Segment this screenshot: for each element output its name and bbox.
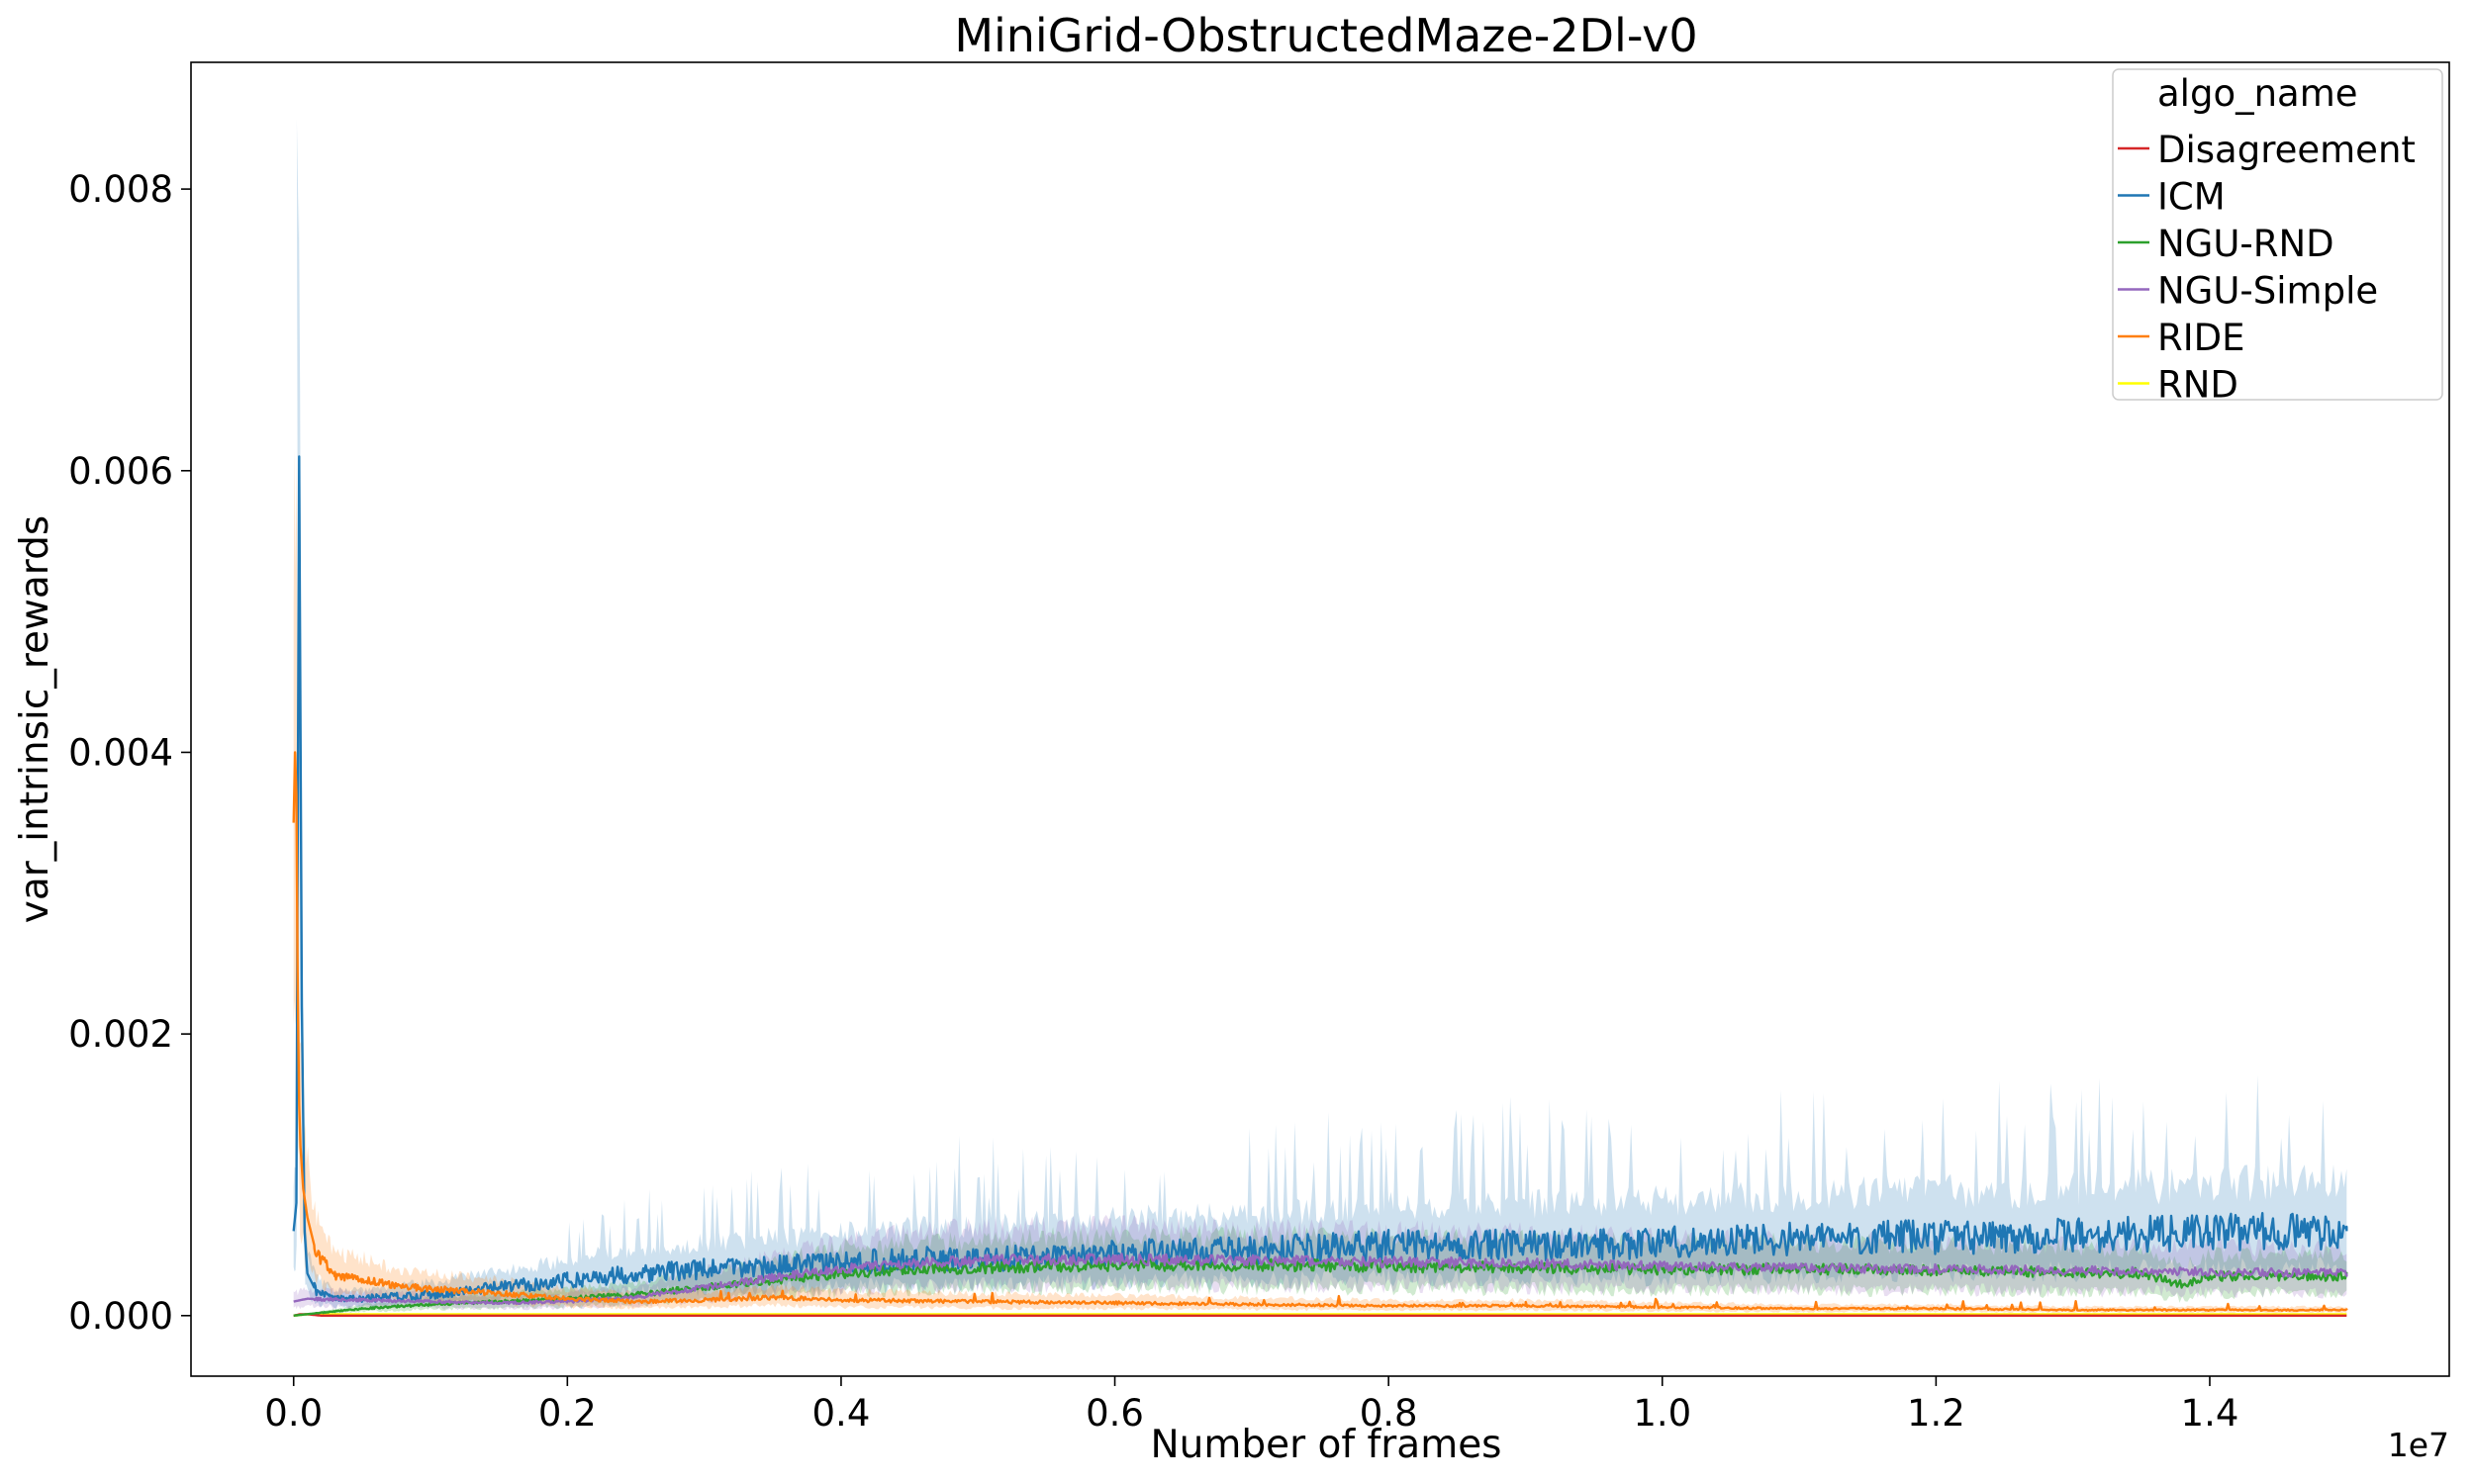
series-line-rnd — [293, 1313, 2347, 1317]
legend-label-ngu-simple: NGU-Simple — [2157, 270, 2378, 313]
y-axis-label: var_intrinsic_rewards — [13, 515, 57, 923]
legend-label-ngu-rnd: NGU-RND — [2157, 223, 2334, 265]
legend-label-ride: RIDE — [2157, 317, 2245, 359]
x-tick-label: 1.4 — [2181, 1392, 2239, 1435]
series-line-ride — [292, 751, 2348, 1312]
legend-label-icm: ICM — [2157, 176, 2226, 219]
y-tick-label: 0.002 — [68, 1013, 173, 1056]
legend-label-disagreement: Disagreement — [2157, 129, 2416, 171]
x-tick-label: 0.2 — [538, 1392, 597, 1435]
y-axis: 0.000 0.002 0.004 0.006 0.008 — [68, 168, 191, 1338]
x-tick-label: 0.6 — [1086, 1392, 1144, 1435]
x-tick-label: 1.0 — [1633, 1392, 1691, 1435]
x-axis-offset: 1e7 — [2388, 1426, 2449, 1464]
series-line-ngu-simple — [293, 1252, 2348, 1306]
series-line-disagreement — [293, 1313, 2347, 1317]
x-tick-label: 0.8 — [1360, 1392, 1418, 1435]
plot-area — [292, 118, 2348, 1317]
y-tick-label: 0.004 — [68, 731, 173, 774]
chart-title: MiniGrid-ObstructedMaze-2Dl-v0 — [954, 9, 1697, 62]
y-tick-label: 0.000 — [68, 1295, 173, 1338]
plot-frame — [190, 61, 2450, 1377]
legend-label-rnd: RND — [2157, 364, 2238, 407]
y-tick-label: 0.006 — [68, 450, 173, 493]
x-axis-label: Number of frames — [1150, 1423, 1501, 1467]
series-band-ngu-rnd — [293, 1224, 2347, 1316]
legend-frame — [2112, 68, 2443, 401]
series-band-icm — [293, 118, 2347, 1309]
y-tick-label: 0.008 — [68, 168, 173, 211]
x-tick-label: 1.2 — [1907, 1392, 1965, 1435]
legend-title: algo_name — [2157, 72, 2358, 115]
x-tick-label: 0.4 — [812, 1392, 871, 1435]
x-axis: 0.0 0.2 0.4 0.6 0.8 1.0 1.2 1.4 — [264, 1376, 2238, 1435]
x-tick-label: 0.0 — [264, 1392, 323, 1435]
